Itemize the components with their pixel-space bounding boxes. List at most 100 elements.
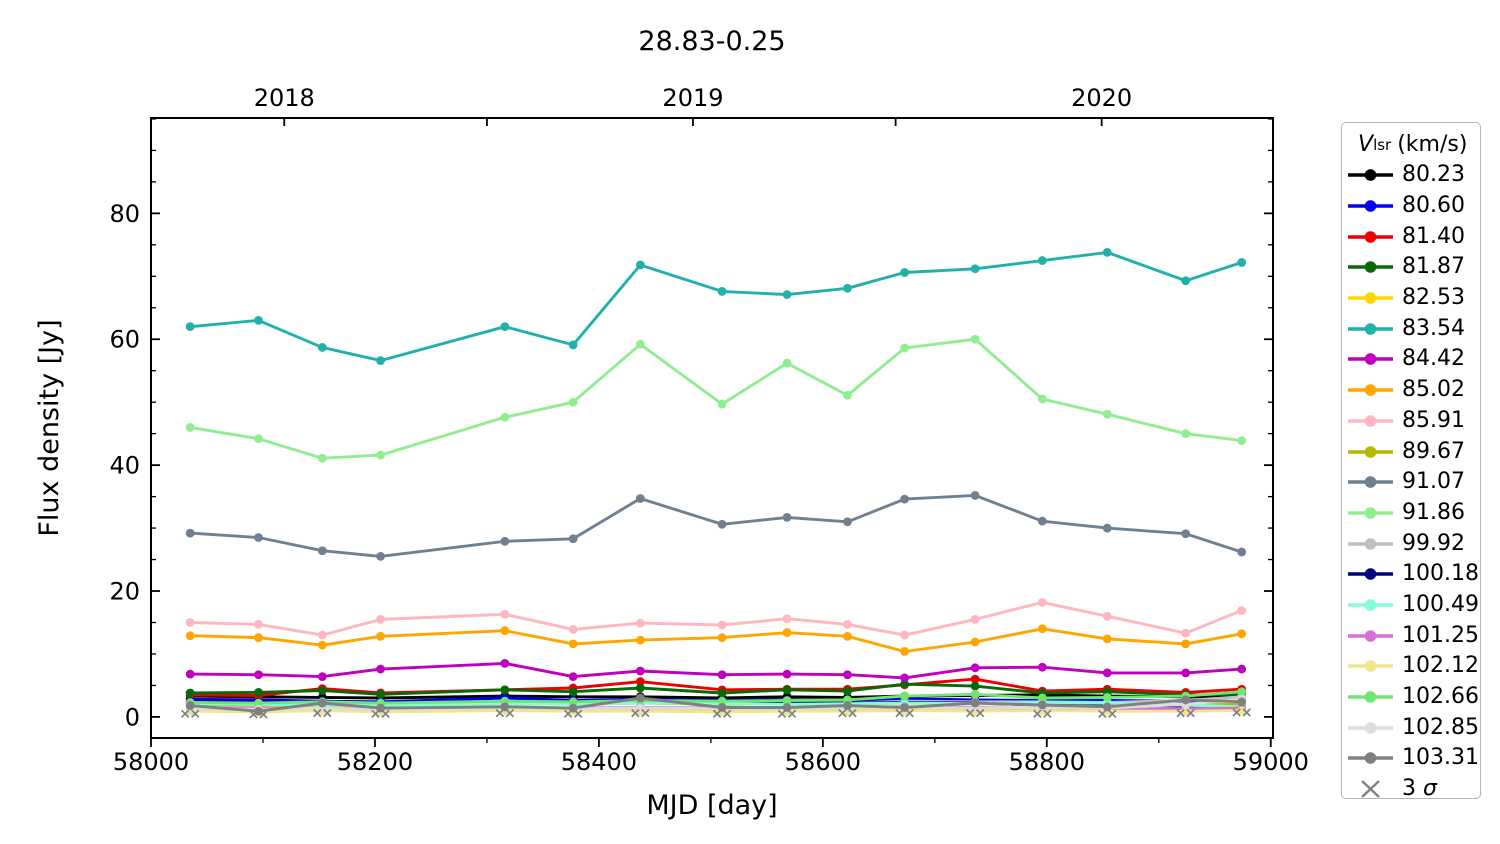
series-marker-91.86 [1237,436,1247,445]
series-marker-85.91 [900,630,909,640]
sigma-marker [641,708,650,718]
series-marker-85.91 [1181,628,1191,638]
series-marker-84.42 [376,664,385,674]
legend-line-icon [1348,476,1393,489]
sigma-marker [1242,708,1251,717]
series-line-102.66 [188,690,1244,705]
series-marker-81.87 [782,685,792,695]
legend-item-label: 100.49 [1402,591,1479,617]
legend-item-85.02: 85.02 [1347,375,1480,406]
sigma-marker [1098,709,1107,718]
sigma-marker [1108,709,1117,718]
series-marker-83.54 [1237,258,1247,267]
legend-item-label: 81.87 [1402,254,1465,280]
legend-item-label: 85.91 [1402,407,1465,433]
series-marker-84.42 [1102,668,1112,678]
legend-item-label: 84.42 [1402,346,1465,372]
x-tick-label-58200: 58200 [337,748,413,776]
series-marker-84.42 [843,670,852,680]
legend-item-103.31: 103.31 [1347,743,1480,774]
sigma-marker [495,708,505,718]
series-marker-103.31 [1181,695,1191,705]
legend-line-icon [1348,353,1393,366]
series-marker-85.02 [254,633,263,643]
series-marker-85.91 [970,614,980,624]
series-marker-84.42 [500,659,510,668]
sigma-marker [180,709,190,718]
legend-item-85.91: 85.91 [1347,406,1480,437]
sigma-marker [838,708,847,718]
series-marker-84.42 [568,672,578,682]
series-marker-103.31 [782,703,792,712]
series-marker-81.87 [376,689,385,699]
series-marker-85.02 [717,633,727,643]
series-marker-84.42 [782,669,792,679]
series-marker-81.87 [717,688,727,698]
series-marker-84.42 [900,673,909,683]
series-marker-83.54 [717,287,727,296]
legend-line-icon [1348,384,1393,396]
sigma-marker [505,708,515,718]
sigma-marker [1176,708,1185,718]
series-marker-103.31 [843,701,852,710]
sigma-marker [787,709,797,718]
legend-line-icon [1348,721,1393,734]
legend-line-icon [1348,752,1393,765]
series-marker-91.86 [843,390,852,400]
series-marker-85.02 [635,635,645,645]
series-marker-91.86 [185,422,195,432]
legend-item-84.42: 84.42 [1347,344,1480,375]
sigma-marker [249,710,258,719]
series-marker-91.07 [1237,547,1247,557]
legend-item-91.07: 91.07 [1347,467,1480,498]
sigma-x-icon [1361,780,1380,798]
series-marker-91.07 [900,494,909,504]
series-marker-102.66 [1037,693,1047,703]
series-marker-91.07 [500,536,510,546]
series-marker-83.54 [635,260,645,270]
series-line-81.87 [188,682,1244,697]
legend-item-81.87: 81.87 [1347,252,1480,283]
series-marker-91.86 [1037,394,1047,404]
series-marker-81.40 [970,674,980,684]
x-tick-label-58000: 58000 [113,748,189,776]
sigma-marker [1186,708,1195,718]
series-marker-102.66 [1102,693,1112,702]
legend-item-101.25: 101.25 [1347,620,1480,651]
sigma-marker [313,708,322,718]
series-line-102.12 [188,709,1244,714]
series-marker-85.02 [500,626,510,636]
sigma-marker [1232,708,1241,717]
y-tick-label-0: 0 [125,703,140,731]
series-marker-85.02 [1181,639,1191,649]
legend-item-label: 103.31 [1402,745,1479,771]
legend-item-102.66: 102.66 [1347,682,1480,713]
series-marker-91.86 [254,434,263,444]
legend-item-82.53: 82.53 [1347,283,1480,314]
legend-item-89.67: 89.67 [1347,436,1480,467]
legend-item-label: 102.66 [1402,684,1479,710]
sigma-marker [631,708,640,718]
series-marker-85.91 [717,620,727,630]
series-marker-103.31 [1102,702,1112,712]
series-marker-91.07 [717,519,727,529]
series-marker-85.91 [376,614,385,624]
series-marker-102.12 [1181,706,1191,716]
series-marker-85.02 [1237,629,1247,639]
series-marker-91.86 [568,397,578,407]
series-marker-83.54 [185,322,195,332]
series-marker-91.86 [317,453,327,463]
series-marker-91.07 [317,546,327,556]
series-marker-83.54 [1037,256,1047,265]
series-marker-83.54 [500,322,510,332]
series-marker-83.54 [376,356,385,366]
legend-item-80.60: 80.60 [1347,191,1480,222]
legend-item-99.92: 99.92 [1347,528,1480,559]
series-marker-83.54 [900,268,909,277]
legend-item-label: 3 σ [1402,776,1437,802]
sigma-marker [965,708,975,718]
series-marker-91.07 [843,517,852,527]
series-line-84.42 [188,661,1244,680]
